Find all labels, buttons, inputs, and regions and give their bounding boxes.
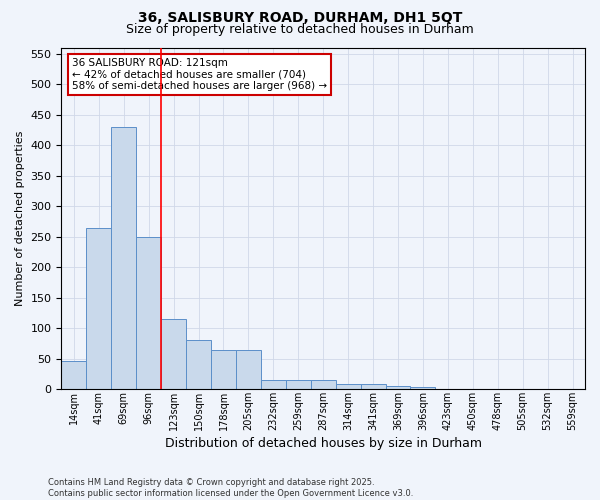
Bar bbox=[386, 386, 410, 390]
Bar bbox=[186, 340, 211, 390]
Bar bbox=[361, 384, 386, 390]
Bar bbox=[236, 350, 261, 390]
Bar bbox=[136, 236, 161, 390]
Bar bbox=[311, 380, 335, 390]
Bar bbox=[211, 350, 236, 390]
Bar bbox=[261, 380, 286, 390]
Text: Size of property relative to detached houses in Durham: Size of property relative to detached ho… bbox=[126, 22, 474, 36]
Bar bbox=[286, 380, 311, 390]
Text: 36 SALISBURY ROAD: 121sqm
← 42% of detached houses are smaller (704)
58% of semi: 36 SALISBURY ROAD: 121sqm ← 42% of detac… bbox=[72, 58, 327, 91]
Bar bbox=[335, 384, 361, 390]
Text: Contains HM Land Registry data © Crown copyright and database right 2025.
Contai: Contains HM Land Registry data © Crown c… bbox=[48, 478, 413, 498]
Bar bbox=[86, 228, 111, 390]
Bar bbox=[111, 127, 136, 390]
Text: 36, SALISBURY ROAD, DURHAM, DH1 5QT: 36, SALISBURY ROAD, DURHAM, DH1 5QT bbox=[138, 12, 462, 26]
Bar bbox=[410, 388, 436, 390]
X-axis label: Distribution of detached houses by size in Durham: Distribution of detached houses by size … bbox=[165, 437, 482, 450]
Bar bbox=[61, 360, 86, 390]
Bar bbox=[161, 319, 186, 390]
Y-axis label: Number of detached properties: Number of detached properties bbox=[15, 130, 25, 306]
Bar bbox=[436, 388, 460, 390]
